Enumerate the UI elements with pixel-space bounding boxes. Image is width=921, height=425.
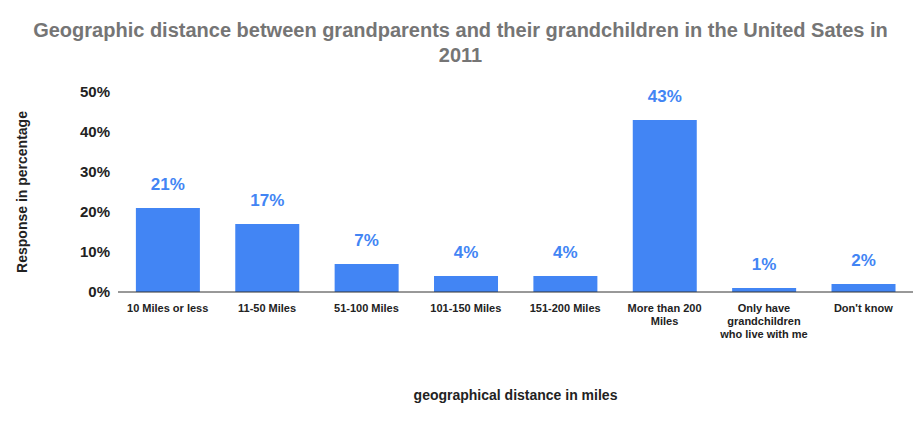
svg-text:17%: 17% — [250, 191, 284, 210]
svg-text:20%: 20% — [80, 203, 110, 220]
svg-text:11-50 Miles: 11-50 Miles — [238, 302, 296, 314]
svg-text:30%: 30% — [80, 163, 110, 180]
svg-text:Response in percentage: Response in percentage — [14, 111, 30, 273]
svg-text:7%: 7% — [354, 231, 379, 250]
svg-text:4%: 4% — [553, 243, 578, 262]
svg-text:101-150 Miles: 101-150 Miles — [430, 302, 501, 314]
svg-text:10%: 10% — [80, 243, 110, 260]
svg-text:40%: 40% — [80, 123, 110, 140]
svg-text:21%: 21% — [151, 175, 185, 194]
svg-text:Don't know: Don't know — [834, 302, 893, 314]
svg-text:1%: 1% — [752, 255, 777, 274]
svg-text:2%: 2% — [851, 251, 876, 270]
svg-text:More than 200Miles: More than 200Miles — [628, 302, 702, 327]
svg-text:4%: 4% — [454, 243, 479, 262]
html-text:Geographic distance between gr: Geographic distance between grandparents… — [33, 19, 888, 66]
svg-text:151-200 Miles: 151-200 Miles — [530, 302, 601, 314]
svg-text:51-100 Miles: 51-100 Miles — [334, 302, 399, 314]
svg-text:Only havegrandchildrenwho live: Only havegrandchildrenwho live with me — [719, 302, 807, 340]
svg-text:0%: 0% — [88, 283, 110, 300]
svg-text:50%: 50% — [80, 83, 110, 100]
svg-text:geographical distance in miles: geographical distance in miles — [414, 387, 618, 403]
svg-text:43%: 43% — [648, 87, 682, 106]
svg-text:10 Miles or less: 10 Miles or less — [127, 302, 208, 314]
